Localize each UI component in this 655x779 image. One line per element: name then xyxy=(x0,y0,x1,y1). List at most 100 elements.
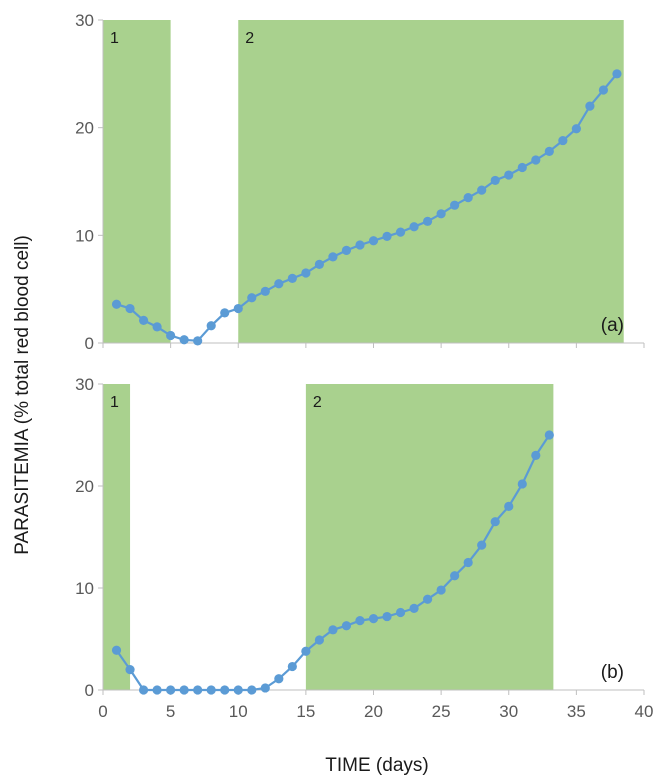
data-point xyxy=(314,635,324,645)
data-point xyxy=(166,685,176,695)
data-point xyxy=(287,661,297,672)
data-point xyxy=(152,685,162,695)
data-point xyxy=(531,450,541,460)
data-point xyxy=(301,646,311,656)
data-point xyxy=(531,155,541,165)
data-point xyxy=(409,222,419,232)
data-point xyxy=(368,614,379,624)
data-point xyxy=(382,231,392,242)
data-point xyxy=(193,336,203,346)
x-tick-label: 10 xyxy=(229,702,248,721)
data-point xyxy=(287,273,297,283)
x-tick-label: 5 xyxy=(166,702,175,721)
phase-band-label: 1 xyxy=(110,30,119,47)
data-point xyxy=(193,685,203,695)
data-point xyxy=(328,252,338,262)
data-point xyxy=(395,227,406,237)
data-point xyxy=(490,517,500,527)
phase-band-label: 2 xyxy=(245,30,254,47)
panel-label: (b) xyxy=(601,662,624,683)
y-tick-label: 30 xyxy=(75,375,94,394)
y-tick-label: 0 xyxy=(85,334,94,353)
data-point xyxy=(558,135,568,146)
x-tick-label: 15 xyxy=(296,702,315,721)
data-point xyxy=(341,245,352,256)
x-axis-title: TIME (days) xyxy=(325,755,428,776)
y-tick-label: 20 xyxy=(75,119,94,138)
data-point xyxy=(111,645,122,655)
data-point xyxy=(179,335,189,345)
data-point xyxy=(544,430,554,440)
data-point xyxy=(138,685,149,695)
data-point xyxy=(477,185,487,195)
data-point xyxy=(436,585,446,595)
data-point xyxy=(179,685,189,695)
data-point xyxy=(517,479,527,489)
phase-band xyxy=(103,384,131,690)
data-point xyxy=(206,685,216,695)
data-point xyxy=(612,69,622,79)
data-point xyxy=(355,616,365,626)
data-point xyxy=(504,501,514,511)
data-point xyxy=(355,240,365,250)
data-point xyxy=(598,85,609,95)
x-tick-label: 30 xyxy=(499,702,518,721)
data-point xyxy=(247,685,257,695)
data-point xyxy=(220,685,230,695)
data-point xyxy=(328,625,338,635)
data-point xyxy=(138,315,149,325)
data-point xyxy=(341,621,352,631)
x-tick-label: 35 xyxy=(567,702,586,721)
data-point xyxy=(544,146,554,156)
phase-band-label: 1 xyxy=(110,394,119,411)
data-point xyxy=(274,279,284,289)
data-point xyxy=(409,603,419,614)
y-tick-label: 20 xyxy=(75,477,94,496)
data-point xyxy=(125,665,135,675)
panel-label: (a) xyxy=(601,315,624,336)
data-point xyxy=(111,299,122,309)
data-point xyxy=(233,303,243,314)
data-point xyxy=(166,330,176,341)
data-point xyxy=(395,607,406,618)
phase-band xyxy=(103,20,171,343)
data-point xyxy=(436,209,446,219)
phase-band-label: 2 xyxy=(313,394,322,411)
x-tick-label: 20 xyxy=(364,702,383,721)
data-point xyxy=(477,540,487,550)
data-point xyxy=(382,611,392,622)
y-tick-label: 30 xyxy=(75,11,94,30)
data-point xyxy=(423,594,433,604)
data-point xyxy=(368,236,379,246)
y-tick-label: 10 xyxy=(75,226,94,245)
x-tick-label: 40 xyxy=(635,702,654,721)
y-tick-label: 0 xyxy=(85,681,94,700)
data-point xyxy=(504,170,514,180)
data-point xyxy=(274,674,284,684)
data-point xyxy=(220,308,230,318)
x-tick-label: 0 xyxy=(98,702,107,721)
data-point xyxy=(490,175,500,186)
data-point xyxy=(260,683,270,693)
y-tick-label: 10 xyxy=(75,579,94,598)
data-point xyxy=(450,200,460,210)
data-point xyxy=(233,685,243,695)
data-point xyxy=(585,101,595,111)
y-axis-title: PARASITEMIA (% total red blood cell) xyxy=(12,235,33,555)
data-point xyxy=(450,571,460,581)
data-point xyxy=(517,162,527,173)
data-point xyxy=(125,303,135,314)
data-point xyxy=(260,286,270,296)
data-point xyxy=(463,193,473,203)
data-point xyxy=(152,322,162,332)
data-point xyxy=(247,293,257,303)
data-point xyxy=(571,124,581,134)
x-tick-label: 25 xyxy=(432,702,451,721)
data-point xyxy=(206,321,216,331)
phase-band xyxy=(305,384,554,690)
data-point xyxy=(314,259,324,270)
phase-band xyxy=(238,20,624,343)
